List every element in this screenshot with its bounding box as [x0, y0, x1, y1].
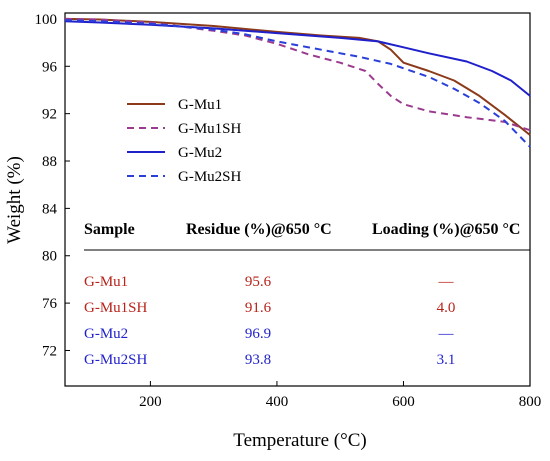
- table-cell-sample: G-Mu2SH: [84, 352, 148, 368]
- table-cell-loading: 4.0: [437, 300, 456, 316]
- table-header: Residue (%)@650 °C: [186, 221, 332, 238]
- y-tick-label: 88: [42, 154, 57, 170]
- series-line-g-mu1sh: [64, 17, 531, 132]
- series-line-g-mu1: [64, 17, 531, 136]
- table-header: Sample: [84, 221, 135, 238]
- y-axis-label: Weight (%): [4, 156, 25, 244]
- x-tick-label: 800: [519, 394, 542, 410]
- y-tick-label: 72: [42, 343, 57, 359]
- table-cell-sample: G-Mu1: [84, 274, 128, 290]
- table-cell-residue: 95.6: [245, 274, 272, 290]
- legend-label-g-mu2sh: G-Mu2SH: [178, 169, 242, 185]
- series-lines: [64, 17, 531, 148]
- table-cell-loading: 3.1: [437, 352, 456, 368]
- table-cell-residue: 91.6: [245, 300, 272, 316]
- legend-label-g-mu2: G-Mu2: [178, 145, 222, 161]
- x-tick-label: 200: [139, 394, 162, 410]
- table-cell-sample: G-Mu2: [84, 326, 128, 342]
- residue-table: Sample Residue (%)@650 °C Loading (%)@650 …: [84, 221, 530, 368]
- table-cell-sample: G-Mu1SH: [84, 300, 148, 316]
- y-tick-label: 100: [35, 12, 58, 28]
- legend-label-g-mu1: G-Mu1: [178, 97, 222, 113]
- legend: G-Mu1 G-Mu1SH G-Mu2 G-Mu2SH: [127, 97, 242, 185]
- legend-label-g-mu1sh: G-Mu1SH: [178, 121, 242, 137]
- table-cell-loading: —: [438, 326, 455, 342]
- y-tick-label: 84: [42, 201, 58, 217]
- series-line-g-mu2sh: [64, 19, 531, 148]
- y-tick-label: 96: [42, 59, 58, 75]
- x-tick-label: 600: [392, 394, 415, 410]
- x-tick-label: 400: [266, 394, 289, 410]
- series-line-g-mu2: [64, 20, 531, 97]
- y-tick-label: 80: [42, 249, 57, 265]
- table-cell-loading: —: [438, 274, 455, 290]
- x-axis-label: Temperature (°C): [233, 430, 366, 451]
- plot-frame: [64, 12, 531, 387]
- y-tick-label: 76: [42, 296, 58, 312]
- y-tick-label: 92: [42, 107, 57, 123]
- table-header: Loading (%)@650 °C: [372, 221, 520, 238]
- table-cell-residue: 93.8: [245, 352, 271, 368]
- axis-ticks: 200 400 600 800 72 76 80 84 88 92 96 100: [35, 12, 542, 410]
- table-cell-residue: 96.9: [245, 326, 271, 342]
